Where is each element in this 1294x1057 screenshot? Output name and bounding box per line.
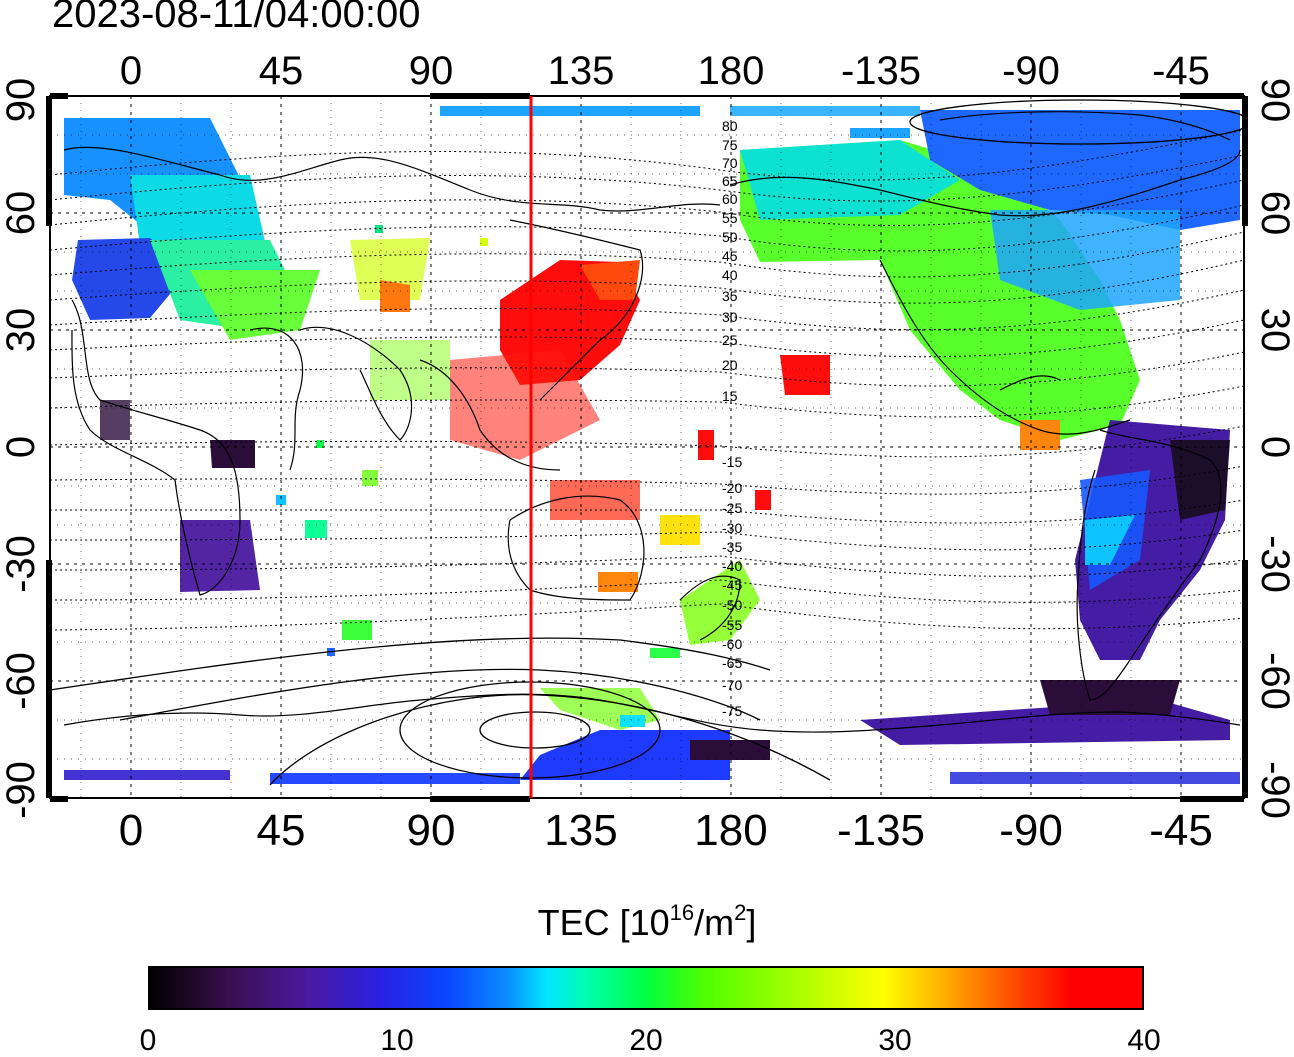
- contour-label: 15: [722, 388, 738, 404]
- contour-label: 40: [722, 267, 738, 283]
- lon-label-bottom: 135: [544, 806, 617, 855]
- lon-label-top: 90: [409, 49, 454, 93]
- contour-label: 45: [722, 248, 738, 264]
- contour-label: 80: [722, 118, 738, 134]
- lon-label-top: -135: [841, 49, 921, 93]
- lon-label-bottom: 0: [119, 806, 143, 855]
- contour-label: -30: [722, 520, 742, 536]
- lat-label-left: 30: [0, 308, 43, 353]
- lat-label-right: -30: [1253, 535, 1294, 593]
- lon-label-bottom: 90: [407, 806, 456, 855]
- colorbar-tick-label: 20: [629, 1024, 663, 1057]
- contour-label: 35: [722, 288, 738, 304]
- lon-label-top: -45: [1152, 49, 1210, 93]
- colorbar: [148, 966, 1144, 1010]
- contour-label: -15: [722, 454, 742, 470]
- colorbar-title-end: ]: [746, 902, 757, 943]
- contour-label: -50: [722, 597, 742, 613]
- colorbar-title-main: TEC [10: [537, 902, 670, 943]
- left-latitude-labels: 90 60 30 0 -30 -60 -90: [0, 78, 43, 819]
- contour-label: 65: [722, 173, 738, 189]
- contour-label: 30: [722, 309, 738, 325]
- lon-label-top: -90: [1002, 49, 1060, 93]
- contour-label: -45: [722, 577, 742, 593]
- contour-label: 75: [722, 137, 738, 153]
- contour-label: 50: [722, 229, 738, 245]
- lat-label-left: -90: [0, 761, 43, 819]
- lon-label-bottom: -45: [1149, 806, 1213, 855]
- contour-label: 25: [722, 332, 738, 348]
- lat-label-right: 30: [1253, 308, 1294, 353]
- magnetic-contours: [50, 129, 1244, 631]
- contour-label: 55: [722, 210, 738, 226]
- lat-label-right: 60: [1253, 191, 1294, 236]
- contour-label: -40: [722, 558, 742, 574]
- lat-label-left: 0: [0, 436, 43, 458]
- contour-label: -75: [722, 703, 742, 719]
- contour-label: -20: [722, 480, 742, 496]
- contour-labels: 80 75 70 65 60 55 50 45 40 35 30 25 20 1…: [722, 118, 742, 719]
- contour-label: -55: [722, 617, 742, 633]
- contour-label: -25: [722, 500, 742, 516]
- colorbar-title-exponent: 16: [669, 900, 695, 925]
- colorbar-tick-label: 10: [380, 1024, 414, 1057]
- lat-label-right: 90: [1253, 78, 1294, 123]
- lat-label-right: -60: [1253, 652, 1294, 710]
- graticule: [50, 96, 1244, 798]
- timestamp: 2023-08-11/04:00:00: [52, 0, 421, 36]
- lat-label-left: -60: [0, 652, 43, 710]
- lat-label-left: 90: [0, 78, 43, 123]
- frame-tick-bars: [46, 93, 1248, 802]
- colorbar-tick-label: 0: [139, 1024, 157, 1057]
- fine-graticule: [50, 96, 1244, 798]
- colorbar-title-unit: /m: [694, 902, 735, 943]
- top-longitude-labels: 0 45 90 135 180 -135 -90 -45: [120, 49, 1210, 93]
- lon-label-top: 135: [548, 49, 615, 93]
- contour-label: -65: [722, 655, 742, 671]
- lon-label-top: 0: [120, 49, 142, 93]
- lat-label-left: 60: [0, 191, 43, 236]
- colorbar-tick-label: 30: [878, 1024, 912, 1057]
- bottom-longitude-labels: 0 45 90 135 180 -135 -90 -45: [119, 806, 1213, 855]
- colorbar-tick-label: 40: [1127, 1024, 1161, 1057]
- contour-label: -35: [722, 539, 742, 555]
- contour-label: 60: [722, 191, 738, 207]
- lon-label-bottom: 180: [694, 806, 767, 855]
- right-latitude-labels: 90 60 30 0 -30 -60 -90: [1253, 78, 1294, 819]
- colorbar-title: TEC [1016/m2]: [0, 902, 1294, 943]
- lat-label-left: -30: [0, 535, 43, 593]
- contour-label: -70: [722, 677, 742, 693]
- lon-label-bottom: -90: [999, 806, 1063, 855]
- lat-label-right: -90: [1253, 761, 1294, 819]
- lon-label-top: 180: [698, 49, 765, 93]
- contour-label: 70: [722, 155, 738, 171]
- colorbar-title-unit-exponent: 2: [734, 900, 747, 925]
- lon-label-top: 45: [259, 49, 304, 93]
- lon-label-bottom: 45: [257, 806, 306, 855]
- lat-label-right: 0: [1253, 436, 1294, 458]
- lon-label-bottom: -135: [837, 806, 925, 855]
- contour-label: -60: [722, 636, 742, 652]
- contour-label: 20: [722, 357, 738, 373]
